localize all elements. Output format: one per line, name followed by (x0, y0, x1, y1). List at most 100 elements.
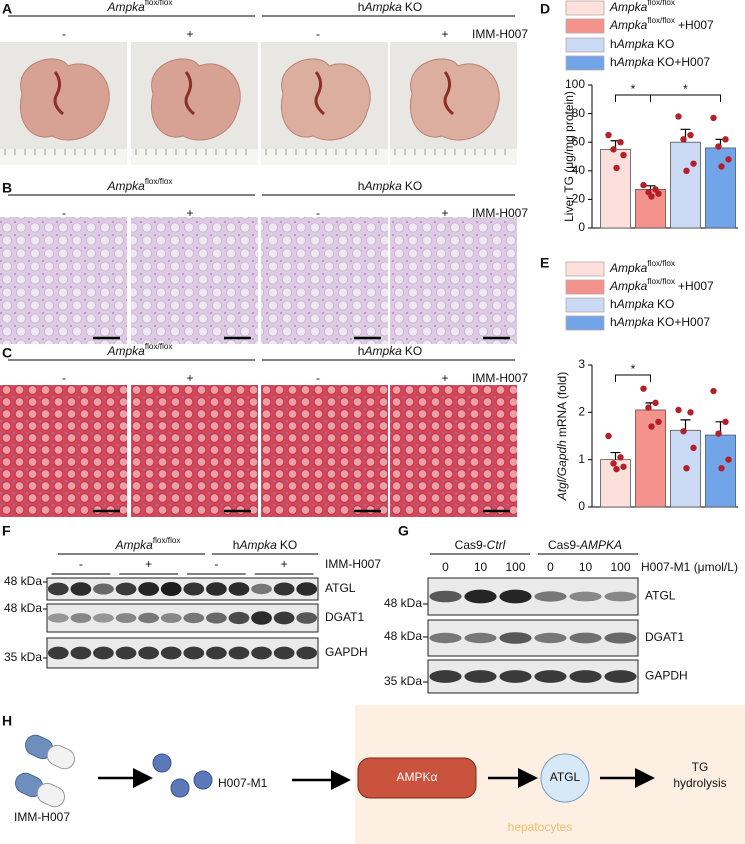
data-point (710, 114, 717, 122)
text-part: Ampka (114, 538, 153, 552)
blot-strip (427, 659, 639, 694)
histology-image (390, 385, 517, 517)
group-label: Ampkaflox/flox (106, 342, 172, 358)
legend-label: hAmpka KO+H007 (610, 55, 710, 69)
blot-band (93, 583, 114, 595)
text-part: Cas9- (548, 538, 580, 552)
dose-label: 100 (505, 560, 525, 574)
legend-label: Ampkaflox/flox +H007 (609, 16, 714, 32)
data-point (648, 423, 655, 430)
panel-letter: B (2, 180, 12, 196)
text-part: h (610, 55, 617, 69)
panel-letter: C (2, 345, 12, 361)
panel-a: A Ampkaflox/flox hAmpka KO- + - + IMM-H007 (0, 0, 528, 165)
blot-band (138, 582, 160, 596)
data-point (652, 399, 659, 407)
panel-letter: G (398, 523, 409, 539)
treatment-sign: + (145, 557, 152, 571)
y-tick-label: 2 (578, 405, 585, 419)
protein-label: ATGL (325, 581, 356, 595)
treatment-sign: - (62, 371, 66, 385)
blot-band (604, 632, 637, 644)
error-bar (680, 419, 691, 431)
dose-label: 100 (610, 560, 630, 574)
panel-c: C Ampkaflox/flox hAmpka KO- + - + IMM-H007 (0, 342, 528, 517)
treatment-sign: - (316, 27, 320, 41)
outcome-label: TG (692, 760, 709, 774)
text-part: mRNA (fold) (555, 372, 569, 437)
blot-band (296, 582, 318, 596)
y-tick-label: 60 (572, 134, 586, 148)
bar (670, 141, 701, 229)
legend-label: hAmpka KO+H007 (610, 315, 710, 329)
group-label: Ampkaflox/flox (114, 536, 180, 552)
group-label: Ampkaflox/flox (106, 0, 172, 14)
blot-band (115, 646, 137, 660)
group-label: hAmpka KO (358, 0, 422, 14)
blot-band (70, 582, 92, 596)
data-point (683, 167, 690, 174)
text-part: h (610, 297, 617, 311)
legend-label: Ampkaflox/flox +H007 (609, 277, 714, 293)
treatment-sign: - (62, 27, 66, 41)
dose-label: 10 (579, 560, 593, 574)
histology-image (131, 217, 258, 344)
drug-label: IMM-H007 (14, 810, 70, 824)
text-part: Ampka (106, 0, 145, 14)
target-label: ATGL (550, 770, 581, 784)
data-point (680, 428, 687, 435)
y-tick-label: 0 (578, 220, 585, 234)
text-part: Ampka (363, 344, 402, 358)
data-point (648, 193, 655, 200)
y-tick-label: 3 (578, 357, 585, 371)
protein-label: GAPDH (645, 669, 688, 683)
blot-band (464, 670, 497, 683)
marker-label: 35 kDa (384, 674, 422, 688)
text-part: flox/flox (647, 16, 675, 25)
text-part: Ampka (616, 297, 655, 311)
data-point (715, 430, 722, 437)
bar (600, 148, 631, 229)
text-part: KO (405, 179, 422, 193)
error-bar (610, 451, 621, 460)
data-point (613, 164, 620, 172)
group-label: hAmpka KO (358, 179, 422, 193)
treatment-label: IMM-H007 (472, 27, 528, 41)
metabolite-icon (170, 778, 190, 798)
data-point (655, 190, 662, 197)
protein-label: DGAT1 (645, 630, 684, 644)
group-label: hAmpka KO (358, 344, 422, 358)
panel-letter: F (2, 523, 11, 539)
significance-bracket (615, 374, 651, 382)
data-point (620, 151, 627, 159)
blot-band (296, 646, 318, 660)
blot-band (499, 670, 532, 683)
text-part: KO+H007 (657, 55, 710, 69)
marker-label: 48 kDa (4, 601, 42, 615)
data-point (718, 163, 725, 170)
significance-label: * (631, 82, 636, 96)
text-part: KO (405, 344, 422, 358)
data-point (683, 464, 690, 472)
capsule-icon (14, 772, 66, 808)
treatment-sign: - (316, 206, 320, 220)
y-tick-label: 100 (565, 77, 585, 91)
y-tick-label: 1 (578, 452, 585, 466)
kinase-box (357, 757, 477, 799)
blot-band (273, 646, 295, 660)
data-point (613, 465, 620, 473)
treatment-sign: + (441, 206, 448, 220)
blot-band (93, 613, 114, 623)
text-part: Ampka (616, 315, 655, 329)
liver-mark (53, 71, 64, 116)
blot-strip (427, 577, 639, 616)
treatment-sign: - (316, 371, 320, 385)
blot-band (296, 612, 318, 624)
treatment-sign: + (186, 27, 193, 41)
panel-h: H IMM-H007 H007-M1 AMPKα ATGL TG hydrolysis hep… (2, 713, 727, 834)
y-axis-label: Liver TG (μg/mg protein) (562, 91, 576, 222)
metabolite-icon (152, 753, 172, 773)
